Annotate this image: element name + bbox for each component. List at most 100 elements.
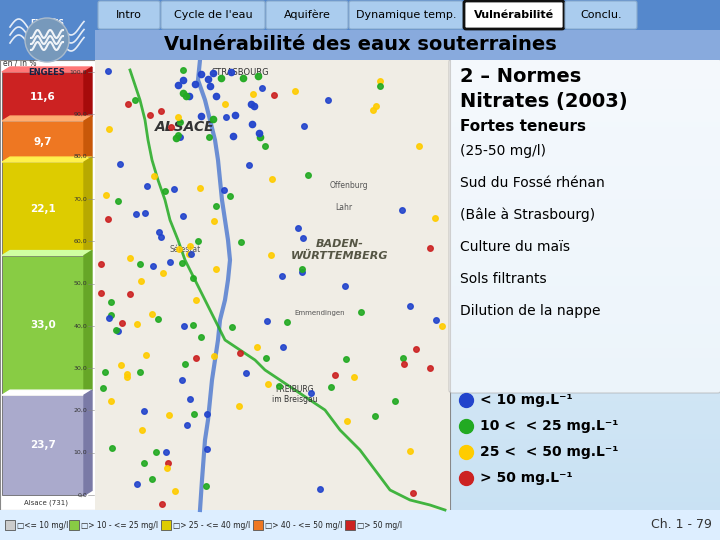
Bar xyxy=(0,362,720,367)
Bar xyxy=(0,328,720,334)
Text: 11,6: 11,6 xyxy=(30,92,56,102)
Bar xyxy=(0,295,720,300)
Bar xyxy=(0,247,720,252)
Polygon shape xyxy=(2,390,92,395)
Bar xyxy=(0,261,720,266)
Text: □<= 10 mg/l: □<= 10 mg/l xyxy=(17,521,68,530)
Bar xyxy=(0,89,720,93)
Text: 33,0: 33,0 xyxy=(30,320,56,330)
Bar xyxy=(0,227,720,233)
Bar xyxy=(0,391,720,396)
Text: ENGEES: ENGEES xyxy=(29,68,66,77)
Polygon shape xyxy=(2,67,92,72)
FancyBboxPatch shape xyxy=(266,1,348,29)
Polygon shape xyxy=(84,67,92,121)
Bar xyxy=(0,434,720,439)
Bar xyxy=(0,290,720,295)
Bar xyxy=(0,93,720,98)
Text: STRASBOURG: STRASBOURG xyxy=(211,68,269,77)
Text: 40,0: 40,0 xyxy=(73,323,87,328)
Text: 60,0: 60,0 xyxy=(73,239,87,244)
Bar xyxy=(253,520,263,530)
Bar xyxy=(0,285,720,291)
Bar xyxy=(0,60,450,510)
Bar xyxy=(0,59,720,65)
Bar xyxy=(0,266,720,271)
Text: BADEN-
WÜRTTEMBERG: BADEN- WÜRTTEMBERG xyxy=(292,239,389,261)
Bar xyxy=(0,323,720,329)
Text: Offenburg: Offenburg xyxy=(330,180,369,190)
Text: Dilution de la nappe: Dilution de la nappe xyxy=(460,304,600,318)
Bar xyxy=(0,189,720,194)
Bar xyxy=(0,252,720,257)
Bar xyxy=(0,0,95,60)
Text: Alsace (731): Alsace (731) xyxy=(24,500,68,507)
Text: 10,0: 10,0 xyxy=(73,450,87,455)
Bar xyxy=(0,381,720,387)
Bar xyxy=(0,256,720,261)
Text: Sols filtrants: Sols filtrants xyxy=(460,272,546,286)
Bar xyxy=(0,179,720,185)
Bar xyxy=(0,314,720,319)
Bar xyxy=(2,255,84,395)
FancyBboxPatch shape xyxy=(464,1,564,29)
Bar xyxy=(0,405,720,410)
Bar xyxy=(2,121,84,162)
Bar xyxy=(0,510,720,540)
Polygon shape xyxy=(84,390,92,495)
Bar xyxy=(0,74,720,79)
Text: Ch. 1 - 79: Ch. 1 - 79 xyxy=(651,518,712,531)
Bar xyxy=(5,520,15,530)
Bar xyxy=(0,333,720,339)
Bar xyxy=(0,386,720,391)
Bar xyxy=(0,511,720,516)
Text: Aquifère: Aquifère xyxy=(284,10,330,20)
Text: ENGEES: ENGEES xyxy=(30,19,64,28)
Text: (25-50 mg/l): (25-50 mg/l) xyxy=(460,144,546,158)
Bar xyxy=(2,72,84,121)
Bar xyxy=(0,170,720,175)
FancyBboxPatch shape xyxy=(98,1,160,29)
Bar xyxy=(0,79,720,84)
Bar xyxy=(0,204,720,209)
Bar xyxy=(0,146,720,151)
Bar xyxy=(0,472,720,477)
Bar xyxy=(0,300,720,305)
Bar xyxy=(0,194,720,199)
Bar xyxy=(0,208,720,214)
Bar xyxy=(0,395,720,401)
Text: □> 10 - <= 25 mg/l: □> 10 - <= 25 mg/l xyxy=(81,521,158,530)
Bar xyxy=(0,443,720,449)
Text: < 10 mg.L⁻¹: < 10 mg.L⁻¹ xyxy=(480,393,572,407)
Bar xyxy=(0,103,720,108)
Bar xyxy=(0,420,720,425)
Text: (Bâle à Strasbourg): (Bâle à Strasbourg) xyxy=(460,208,595,222)
Bar xyxy=(0,64,720,70)
Bar xyxy=(0,516,720,521)
Bar xyxy=(0,463,720,468)
Text: FREIBURG
im Breisgau: FREIBURG im Breisgau xyxy=(272,385,318,404)
Bar xyxy=(0,69,720,75)
FancyBboxPatch shape xyxy=(449,59,720,393)
Polygon shape xyxy=(2,116,92,121)
Bar xyxy=(0,156,720,161)
Bar xyxy=(0,280,720,286)
Bar xyxy=(0,477,720,482)
Polygon shape xyxy=(2,157,92,162)
Text: 2 – Normes: 2 – Normes xyxy=(460,67,581,86)
Text: 22,1: 22,1 xyxy=(30,204,56,214)
Bar xyxy=(0,506,720,511)
Text: □> 50 mg/l: □> 50 mg/l xyxy=(357,521,402,530)
Bar xyxy=(0,482,720,487)
Text: 80,0: 80,0 xyxy=(73,154,87,159)
Bar xyxy=(0,309,720,314)
Text: 23,7: 23,7 xyxy=(30,440,56,450)
Text: Culture du maïs: Culture du maïs xyxy=(460,240,570,254)
Text: Vulnérabilité: Vulnérabilité xyxy=(474,10,554,20)
Circle shape xyxy=(25,18,69,62)
Text: Sud du Fossé rhénan: Sud du Fossé rhénan xyxy=(460,176,605,190)
Bar xyxy=(161,520,171,530)
Bar xyxy=(0,237,720,242)
Bar xyxy=(0,521,720,525)
Bar xyxy=(0,468,720,473)
